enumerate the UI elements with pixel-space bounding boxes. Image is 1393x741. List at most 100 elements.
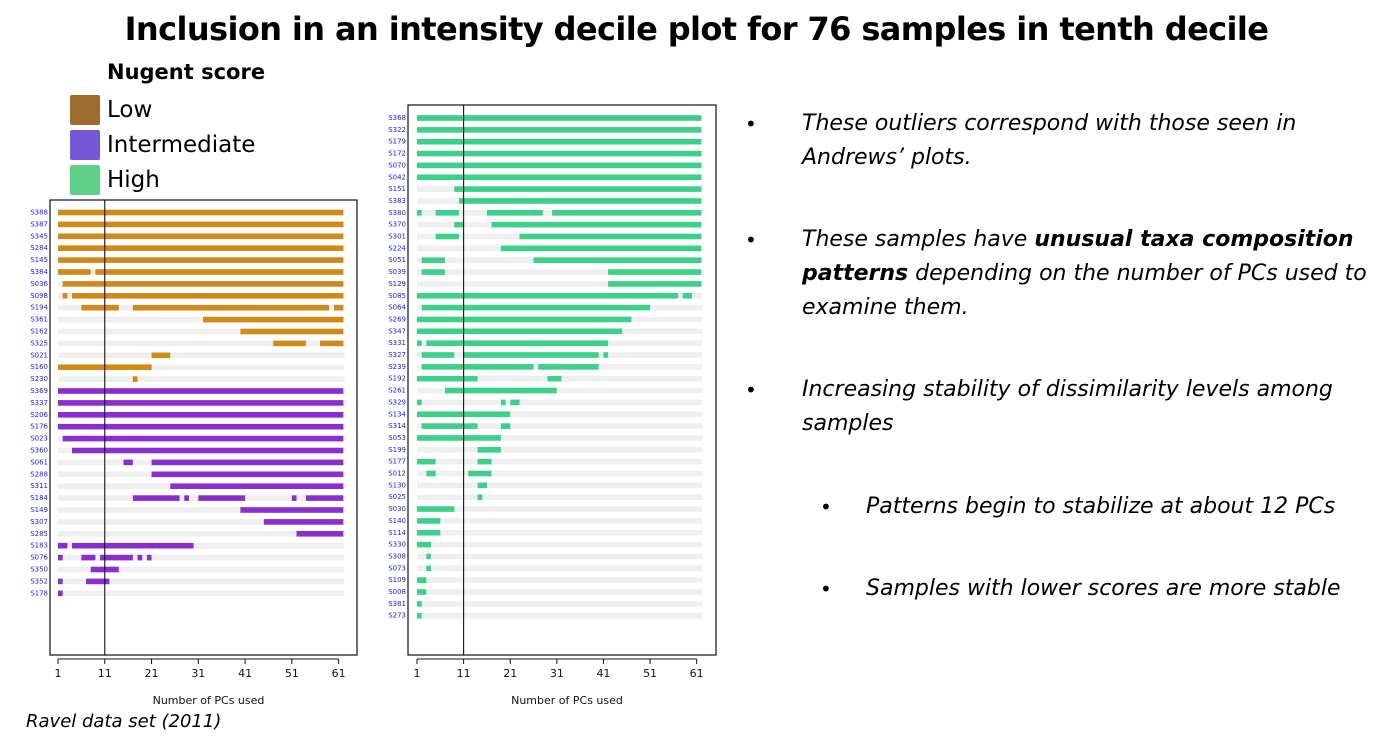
- bar-segment-S325-0: [273, 340, 306, 347]
- x-tick-label-51: 51: [285, 667, 299, 680]
- row-label-S308: S308: [388, 552, 406, 560]
- row-label-S327: S327: [388, 351, 406, 359]
- page-title: Inclusion in an intensity decile plot fo…: [124, 10, 1269, 48]
- row-label-S176: S176: [30, 423, 48, 431]
- row-label-S388: S388: [30, 209, 48, 217]
- row-track-S039: [417, 269, 703, 275]
- row-label-S178: S178: [30, 589, 48, 597]
- bar-segment-S109-0: [417, 577, 427, 583]
- bar-segment-S329-2: [510, 399, 520, 406]
- bar-segment-S380-2: [486, 210, 543, 216]
- row-track-S160: [58, 364, 345, 370]
- legend-title: Nugent score: [107, 60, 266, 84]
- bar-segment-S224-0: [500, 245, 702, 252]
- row-label-S194: S194: [30, 304, 48, 312]
- bar-segment-S012-1: [468, 470, 492, 477]
- bar-segment-S172-0: [417, 150, 702, 157]
- row-label-S352: S352: [30, 577, 48, 585]
- bar-segment-S151-0: [454, 186, 702, 192]
- bar-segment-S025-0: [477, 494, 483, 500]
- legend-item-high: High: [70, 165, 330, 195]
- bar-segment-S301-0: [435, 233, 459, 240]
- bar-segment-S230-0: [132, 376, 138, 382]
- row-track-S021: [58, 352, 345, 359]
- row-track-S109: [417, 577, 703, 583]
- row-track-S261: [417, 387, 703, 394]
- bar-segment-S098-0: [62, 293, 68, 299]
- bar-segment-S368-0: [417, 115, 702, 121]
- legend-item-intermediate: Intermediate: [70, 130, 330, 160]
- bar-segment-S184-3: [291, 495, 297, 501]
- bar-segment-S039-0: [421, 269, 445, 275]
- bar-segment-S184-4: [305, 495, 344, 501]
- row-track-S008: [417, 589, 703, 595]
- x-tick-label-11: 11: [457, 667, 471, 680]
- row-track-S076: [58, 554, 345, 561]
- row-track-S307: [58, 519, 345, 525]
- bar-segment-S194-0: [81, 304, 119, 311]
- bar-segment-S162-0: [240, 328, 344, 335]
- row-track-S230: [58, 376, 345, 382]
- row-label-S129: S129: [388, 280, 406, 288]
- x-axis-label: Number of PCs used: [153, 694, 265, 707]
- row-label-S307: S307: [30, 518, 48, 526]
- row-label-S130: S130: [388, 481, 406, 489]
- x-tick-label-51: 51: [643, 667, 657, 680]
- bar-segment-S076-4: [146, 554, 152, 561]
- bar-segment-S345-0: [58, 233, 344, 240]
- bar-segment-S140-0: [417, 518, 441, 524]
- row-label-S036: S036: [30, 280, 48, 288]
- row-label-S311: S311: [30, 482, 48, 490]
- bar-segment-S370-0: [454, 221, 464, 228]
- row-track-S178: [58, 590, 345, 597]
- bar-segment-S387-0: [58, 221, 344, 228]
- bar-segment-S381-0: [417, 601, 422, 607]
- row-label-S172: S172: [388, 150, 406, 158]
- row-label-S368: S368: [388, 114, 406, 122]
- row-label-S380: S380: [388, 209, 406, 217]
- row-label-S288: S288: [30, 470, 48, 478]
- row-label-S269: S269: [388, 315, 406, 323]
- row-label-S387: S387: [30, 220, 48, 228]
- row-label-S177: S177: [388, 458, 406, 466]
- bar-segment-S064-0: [421, 304, 651, 311]
- bar-segment-S388-0: [58, 209, 344, 216]
- bar-segment-S325-1: [319, 340, 344, 347]
- bar-segment-S073-0: [426, 565, 431, 572]
- bar-segment-S030-0: [417, 506, 455, 512]
- row-label-S042: S042: [388, 173, 406, 181]
- row-label-S039: S039: [388, 268, 406, 276]
- bar-segment-S239-1: [538, 364, 599, 370]
- bar-segment-S098-1: [72, 293, 344, 299]
- bar-segment-S361-0: [203, 316, 344, 323]
- row-label-S230: S230: [30, 375, 48, 383]
- bar-segment-S370-1: [491, 221, 702, 228]
- bar-segment-S076-2: [100, 554, 133, 561]
- row-label-S361: S361: [30, 316, 48, 324]
- row-label-S261: S261: [388, 387, 406, 395]
- row-label-S325: S325: [30, 339, 48, 347]
- x-tick-label-11: 11: [98, 667, 112, 680]
- row-label-S179: S179: [388, 138, 406, 146]
- bar-segment-S322-0: [417, 127, 702, 133]
- bar-segment-S194-2: [333, 304, 344, 311]
- row-label-S012: S012: [388, 470, 406, 478]
- row-track-S130: [417, 482, 703, 489]
- row-label-S149: S149: [30, 506, 48, 514]
- bar-segment-S331-1: [426, 340, 609, 346]
- legend-swatch-high: [70, 165, 100, 195]
- row-label-S030: S030: [388, 505, 406, 513]
- row-track-S025: [417, 494, 703, 500]
- row-label-S076: S076: [30, 554, 48, 562]
- row-label-S183: S183: [30, 542, 48, 550]
- footnote: Ravel data set (2011): [26, 711, 222, 732]
- bar-segment-S176-0: [58, 423, 344, 430]
- row-label-S239: S239: [388, 363, 406, 371]
- row-label-S314: S314: [388, 422, 406, 430]
- bar-segment-S261-0: [444, 387, 557, 394]
- bar-segment-S331-0: [417, 340, 422, 346]
- bar-segment-S042-0: [417, 174, 702, 181]
- bar-segment-S308-0: [426, 553, 431, 560]
- bar-segment-S076-1: [81, 554, 96, 561]
